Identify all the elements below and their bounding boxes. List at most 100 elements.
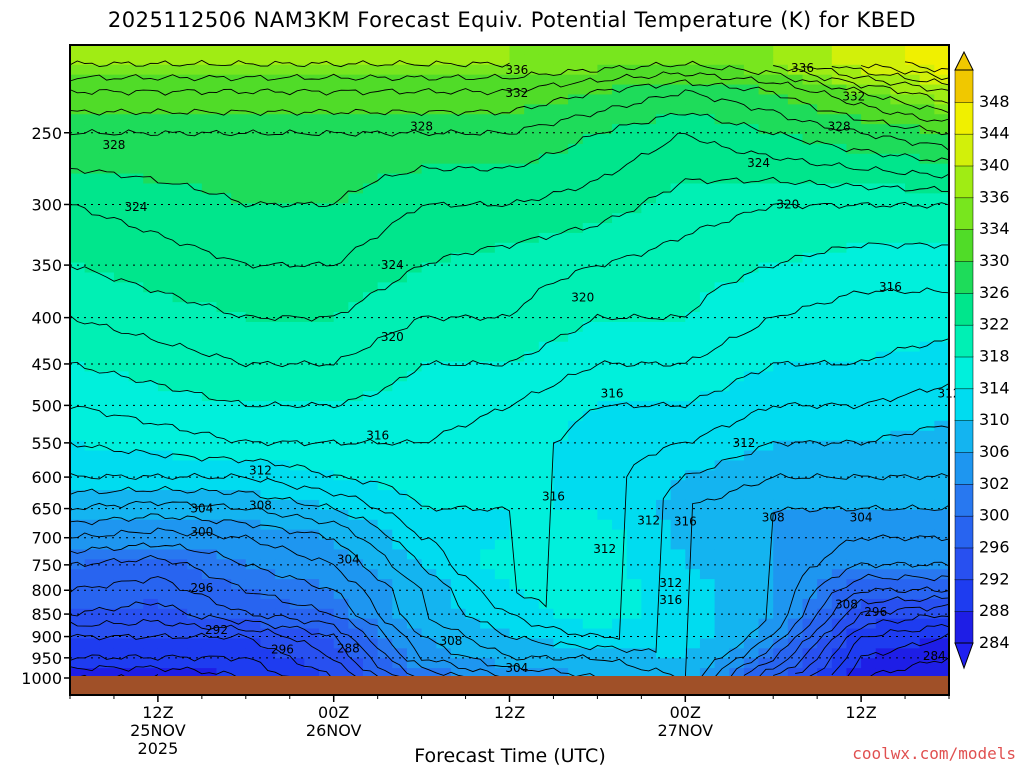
field-cell xyxy=(846,252,862,264)
field-cell xyxy=(260,391,276,402)
field-cell xyxy=(201,84,218,96)
field-cell xyxy=(656,588,672,600)
field-cell xyxy=(509,618,525,630)
field-cell xyxy=(480,420,496,432)
field-cell xyxy=(450,163,467,175)
field-cell xyxy=(817,262,833,274)
field-cell xyxy=(787,410,804,422)
field-cell xyxy=(509,272,525,283)
field-cell xyxy=(201,302,218,313)
field-cell xyxy=(729,134,745,145)
field-cell xyxy=(582,549,598,560)
field-cell xyxy=(729,252,745,264)
field-cell xyxy=(758,539,774,551)
field-cell xyxy=(890,302,906,313)
field-cell xyxy=(641,559,657,570)
field-cell xyxy=(436,292,452,303)
field-cell xyxy=(363,539,379,551)
field-cell xyxy=(568,143,584,155)
field-cell xyxy=(494,302,511,313)
field-cell xyxy=(304,559,320,570)
field-cell xyxy=(436,54,452,66)
field-cell xyxy=(758,499,774,511)
field-cell xyxy=(743,618,760,630)
field-cell xyxy=(743,579,760,590)
field-cell xyxy=(70,183,86,194)
field-cell xyxy=(333,45,349,56)
field-cell xyxy=(187,539,203,551)
field-cell xyxy=(450,539,467,551)
field-cell xyxy=(480,638,496,649)
field-cell xyxy=(231,193,247,204)
field-cell xyxy=(538,668,555,679)
field-cell xyxy=(743,391,760,402)
field-cell xyxy=(70,440,86,452)
field-cell xyxy=(201,460,218,471)
field-cell xyxy=(905,64,921,76)
field-cell xyxy=(773,401,789,412)
field-cell xyxy=(333,94,349,105)
field-cell xyxy=(670,499,686,511)
field-cell xyxy=(245,658,262,669)
field-cell xyxy=(524,173,540,185)
field-cell xyxy=(245,410,262,422)
field-cell xyxy=(348,143,364,155)
field-cell xyxy=(363,420,379,432)
contour-label: 316 xyxy=(601,386,624,400)
field-cell xyxy=(289,232,305,244)
field-cell xyxy=(245,480,262,491)
field-cell xyxy=(509,124,525,135)
field-cell xyxy=(231,391,247,402)
field-cell xyxy=(934,410,950,422)
field-cell xyxy=(348,549,364,560)
field-cell xyxy=(524,104,540,115)
field-cell xyxy=(582,351,598,363)
field-cell xyxy=(480,499,496,511)
field-cell xyxy=(289,410,305,422)
field-cell xyxy=(509,539,525,551)
field-cell xyxy=(143,658,159,669)
field-cell xyxy=(846,331,862,343)
field-cell xyxy=(934,292,950,303)
field-cell xyxy=(685,509,701,521)
field-cell xyxy=(201,470,218,481)
field-cell xyxy=(553,351,569,363)
field-cell xyxy=(582,163,598,175)
field-cell xyxy=(905,430,921,442)
field-cell xyxy=(348,579,364,590)
field-cell xyxy=(377,223,393,234)
field-cell xyxy=(275,114,291,125)
contour-line xyxy=(70,132,950,269)
field-cell xyxy=(113,143,130,155)
field-cell xyxy=(831,173,848,185)
y-tick-label: 800 xyxy=(31,581,62,600)
field-cell xyxy=(758,84,774,96)
field-cell xyxy=(714,658,730,669)
field-cell xyxy=(568,638,584,649)
field-cell xyxy=(187,341,203,353)
field-cell xyxy=(626,401,642,412)
contour-line xyxy=(69,603,950,677)
field-cell xyxy=(656,450,672,462)
field-cell xyxy=(919,232,935,244)
field-cell xyxy=(919,54,935,66)
field-cell xyxy=(685,569,701,580)
field-cell xyxy=(729,440,745,452)
field-cell xyxy=(509,183,525,194)
field-cell xyxy=(406,598,423,610)
credit-link[interactable]: coolwx.com/models xyxy=(852,744,1016,763)
field-cell xyxy=(553,213,569,224)
field-cell xyxy=(304,420,320,432)
field-cell xyxy=(99,628,115,640)
field-cell xyxy=(84,450,100,462)
field-cell xyxy=(113,232,130,244)
field-cell xyxy=(743,282,760,293)
contour-label: 312 xyxy=(637,513,660,527)
field-cell xyxy=(582,331,598,343)
field-cell xyxy=(201,648,218,659)
field-cell xyxy=(363,598,379,610)
field-cell xyxy=(421,608,437,620)
field-cell xyxy=(524,351,540,363)
field-cell xyxy=(582,539,598,551)
